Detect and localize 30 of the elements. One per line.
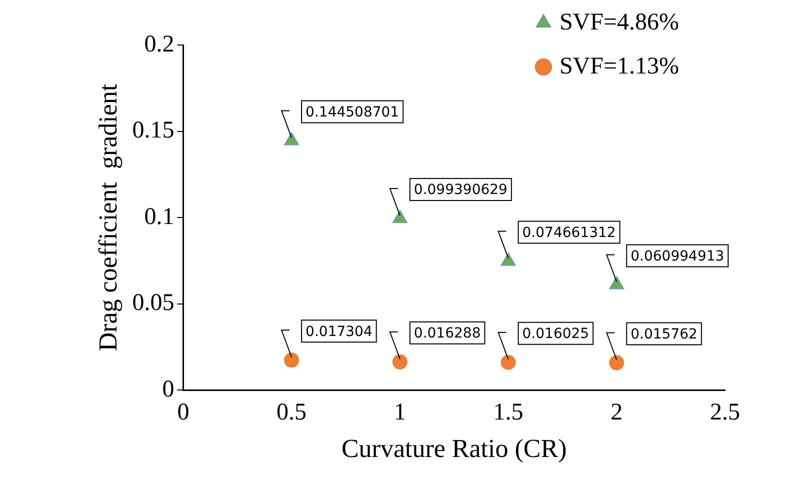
data-label: 0.017304	[306, 324, 372, 340]
x-tick-label: 2	[610, 400, 623, 426]
data-label: 0.060994913	[630, 248, 724, 264]
point	[500, 354, 516, 370]
y-tick-label: 0	[162, 376, 174, 402]
x-axis-title: Curvature Ratio (CR)	[341, 434, 567, 464]
x-tick-label: 2.5	[710, 400, 740, 426]
data-label: 0.015762	[630, 326, 698, 342]
point	[609, 355, 624, 370]
x-tick-label: 1	[394, 400, 406, 426]
y-tick-label: 0.05	[132, 290, 174, 316]
y-tick-label: 0.15	[132, 118, 174, 144]
data-label: 0.074661312	[522, 224, 616, 241]
point	[609, 276, 624, 290]
point	[284, 132, 299, 146]
y-tick-label: 0.1	[144, 204, 174, 230]
point	[392, 354, 408, 370]
point	[500, 252, 516, 266]
data-label: 0.016025	[522, 326, 590, 342]
data-label: 0.144508701	[306, 104, 400, 120]
point	[392, 210, 408, 224]
x-tick-label: 1.5	[493, 400, 524, 426]
data-label: 0.016288	[414, 326, 481, 342]
legend-label: SVF=1.13%	[559, 53, 680, 80]
y-axis-title: Drag coefficient gradient	[93, 83, 122, 352]
point	[284, 352, 300, 368]
x-tick-label: 0.5	[276, 400, 307, 426]
legend-label: SVF=4.86%	[559, 9, 680, 36]
data-label: 0.099390629	[414, 182, 508, 198]
y-tick-label: 0.2	[144, 31, 174, 58]
